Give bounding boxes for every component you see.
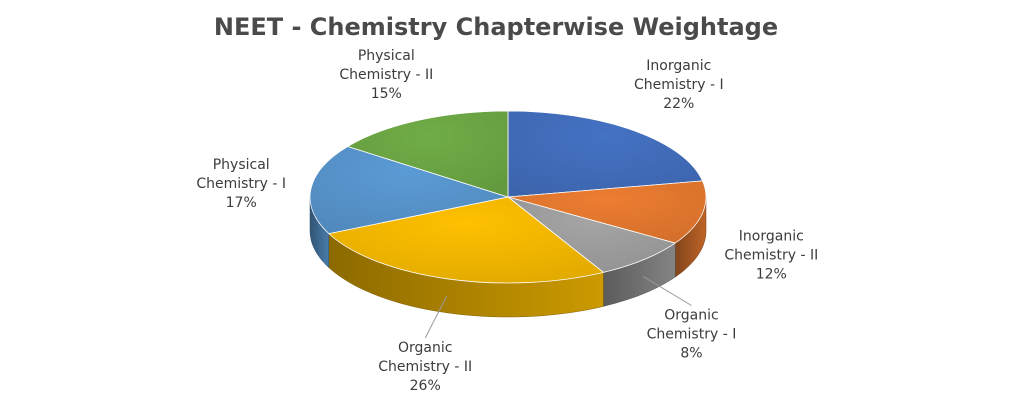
slice-name-line: Inorganic <box>646 58 711 74</box>
slice-name-line: Organic <box>398 340 452 356</box>
slice-name-line: Chemistry - I <box>647 327 737 343</box>
slice-value-label: 15% <box>371 86 402 102</box>
pie-slice-physical-chemistry-ii <box>346 110 509 198</box>
pie-slice-inorganic-chemistry-i <box>507 110 704 198</box>
slice-name-line: Chemistry - II <box>378 359 472 375</box>
slice-label-inorganic-chemistry-ii: Inorganic Chemistry - II 12% <box>724 229 818 283</box>
pie-slice-organic-chemistry-i <box>507 196 677 273</box>
pie-side-walls <box>309 196 707 318</box>
slice-value-label: 12% <box>756 267 787 283</box>
slice-name-line: Chemistry - I <box>196 176 286 192</box>
slice-label-inorganic-chemistry-i: Inorganic Chemistry - I 22% <box>634 58 724 112</box>
slice-label-organic-chemistry-ii: Organic Chemistry - II 26% <box>378 340 472 394</box>
pie-slice-physical-chemistry-i <box>309 146 510 235</box>
slice-name-line: Physical <box>358 48 415 64</box>
slice-value-label: 22% <box>663 96 694 112</box>
leader-line-organic-chemistry-ii <box>424 295 448 339</box>
chart-title: NEET - Chemistry Chapterwise Weightage <box>214 13 778 41</box>
pie-slice-organic-chemistry-ii <box>327 196 605 284</box>
slice-value-label: 8% <box>680 346 702 362</box>
slice-value-label: 26% <box>410 378 441 394</box>
pie-slice-inorganic-chemistry-ii <box>507 180 707 244</box>
slice-name-line: Inorganic <box>739 229 804 245</box>
slice-label-physical-chemistry-ii: Physical Chemistry - II 15% <box>339 48 433 102</box>
slice-label-organic-chemistry-i: Organic Chemistry - I 8% <box>647 308 737 362</box>
leader-line-organic-chemistry-i <box>643 276 692 306</box>
slice-name-line: Physical <box>213 157 270 173</box>
slice-labels: Inorganic Chemistry - I 22% Inorganic Chemis… <box>196 48 818 394</box>
slice-name-line: Chemistry - II <box>724 248 818 264</box>
slice-name-line: Chemistry - II <box>339 67 433 83</box>
slice-name-line: Chemistry - I <box>634 77 724 93</box>
slice-value-label: 17% <box>226 195 257 211</box>
slice-label-physical-chemistry-i: Physical Chemistry - I 17% <box>196 157 286 211</box>
pie-top-faces <box>309 110 707 284</box>
slice-name-line: Organic <box>664 308 718 324</box>
